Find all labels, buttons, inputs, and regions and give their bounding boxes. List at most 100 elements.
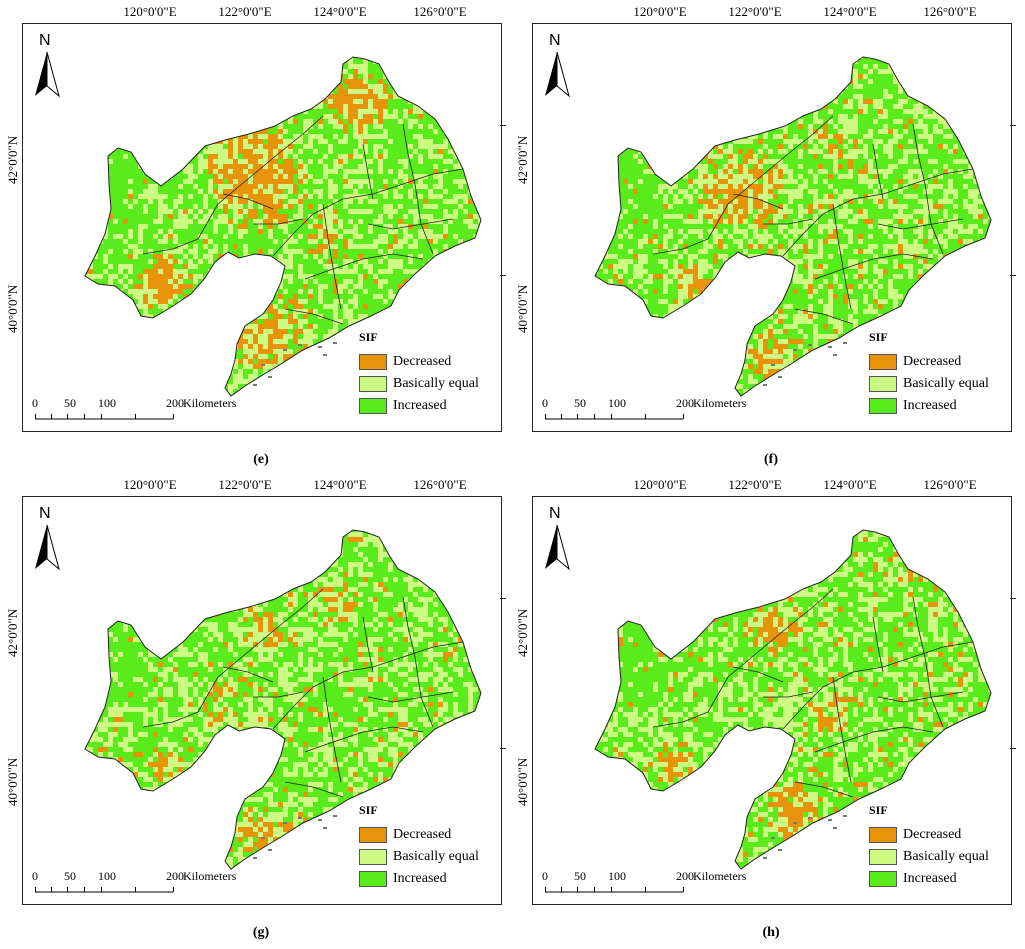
longitude-label: 122°0'0"E [728,477,782,492]
county-boundary [253,218,304,225]
county-boundary [763,691,814,698]
longitude-label: 122°0'0"E [218,477,272,492]
legend-item: Decreased [359,351,479,373]
legend-label: Increased [393,871,447,886]
legend-label: Basically equal [903,849,989,864]
county-boundary [367,691,454,703]
county-boundary [872,143,884,200]
longitude-label: 122°0'0"E [728,4,782,19]
map-frame: N SIF Decreased Basically equal Increased 0 50… [532,496,1012,905]
legend-swatch [869,398,897,414]
island [763,384,767,386]
county-boundary [794,308,854,325]
island [843,342,847,344]
island [778,376,782,378]
island [778,849,782,851]
county-boundary [782,168,974,257]
map-frame: N SIF Decreased Basically equal Increased 0 50… [22,23,502,432]
scale-bar: 0 50 100 200 Kilometers [32,396,275,425]
legend-swatch [359,398,387,414]
county-boundary [814,726,934,753]
scale-tick-label: 0 [32,396,38,410]
north-arrow-icon: N [543,32,577,102]
island [828,819,832,821]
county-boundary [877,218,964,230]
county-boundary [707,115,834,240]
county-boundary [732,193,784,210]
legend-swatch [359,354,387,370]
north-letter: N [549,505,561,522]
frame-tick [500,275,506,276]
island [318,346,322,348]
county-boundary [763,218,814,225]
map-legend: SIF Decreased Basically equal Increased [869,803,989,890]
legend-swatch [359,376,387,392]
legend-swatch [869,871,897,887]
province-map [594,529,992,870]
scale-tick-label: 100 [608,869,626,883]
scale-tick-label: 100 [98,396,116,410]
legend-swatch [359,871,387,887]
county-boundary [707,588,834,713]
legend-label: Basically equal [393,849,479,864]
legend-item: Increased [359,868,479,890]
scale-bar: 0 50 100 200 Kilometers [542,396,785,425]
longitude-label: 124°0'0"E [823,4,877,19]
frame-tick [1010,598,1016,599]
panel-caption: (e) [253,452,269,467]
longitude-label: 120°0'0"E [123,4,177,19]
island [771,364,775,366]
north-letter: N [39,32,51,49]
county-boundary [367,218,454,230]
county-boundary [222,193,274,210]
map-legend: SIF Decreased Basically equal Increased [359,330,479,417]
map-legend: SIF Decreased Basically equal Increased [359,803,479,890]
county-boundary [832,203,852,310]
island [298,344,302,346]
province-map [594,56,992,397]
county-boundary [284,308,344,325]
longitude-label: 120°0'0"E [633,477,687,492]
latitude-label: 40°0'0"N [5,757,20,806]
county-boundary [402,123,434,255]
longitude-label: 122°0'0"E [218,4,272,19]
longitude-label: 124°0'0"E [313,4,367,19]
map-panel-e: 120°0'0"E 122°0'0"E 124°0'0"E 126°0'0"E 42°0… [0,0,510,473]
legend-item: Basically equal [359,373,479,395]
scale-tick-label: 0 [542,396,548,410]
island [298,817,302,819]
north-arrow-icon: N [33,505,67,575]
legend-swatch [869,849,897,865]
county-boundary [782,641,974,730]
legend-label: Increased [903,871,957,886]
county-boundary [322,676,342,783]
legend-swatch [869,827,897,843]
scale-tick-label: 50 [64,869,76,883]
county-boundary [304,726,424,753]
legend-label: Decreased [393,827,452,842]
scale-bar-line [545,887,684,893]
legend-title: SIF [359,330,378,344]
county-boundary [197,588,324,713]
county-boundary [253,691,304,698]
scale-tick-label: 100 [608,396,626,410]
scale-bar: 0 50 100 200 Kilometers [32,869,275,898]
island [268,849,272,851]
latitude-label: 40°0'0"N [515,284,530,333]
island [763,857,767,859]
longitude-label: 126°0'0"E [413,4,467,19]
latitude-label: 42°0'0"N [515,135,530,184]
county-boundary [872,616,884,673]
island [808,817,812,819]
county-boundary [814,253,934,280]
province-map [84,56,482,397]
island [843,815,847,817]
island [808,344,812,346]
province-outline [594,56,992,397]
island [771,837,775,839]
panel-caption: (h) [762,925,780,940]
scale-unit: Kilometers [183,869,237,883]
legend-item: Decreased [869,824,989,846]
legend-title: SIF [869,330,888,344]
island [253,384,257,386]
